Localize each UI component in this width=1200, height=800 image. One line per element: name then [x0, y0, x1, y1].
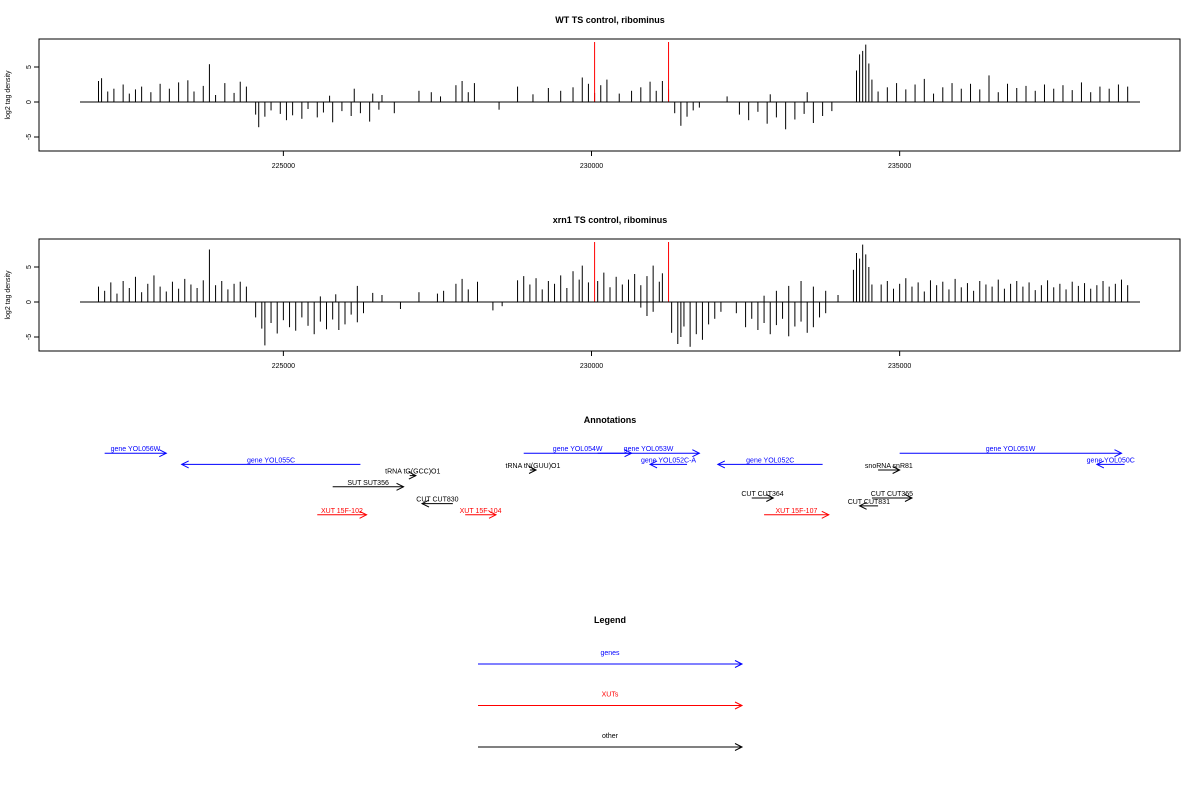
- xrn1-density-panel: xrn1 TS control, ribominus -5 0 5 225000 23…: [5, 215, 1181, 370]
- annotation-arrowhead: [904, 494, 914, 502]
- annotation-arrowhead: [692, 449, 701, 458]
- annotation-label: gene YOL053W: [624, 446, 674, 453]
- annotation-arrowhead: [648, 460, 658, 469]
- annotation-label: CUT CUT830: [416, 497, 458, 504]
- legend-entry-arrowhead: [734, 701, 744, 710]
- annotation-label: SUT SUT356: [347, 480, 389, 487]
- annotation-label: gene YOL054W: [553, 446, 603, 453]
- annotation-arrowhead: [892, 466, 901, 474]
- annotation-label: gene YOL051W: [986, 446, 1036, 453]
- annotation-arrowhead: [858, 501, 867, 510]
- x-tick-label: 225000: [272, 363, 295, 370]
- wt-position-markers: [594, 42, 670, 102]
- annotation-label: CUT CUT831: [848, 499, 890, 506]
- x-tick-label: 235000: [888, 163, 911, 170]
- wt-panel-title: WT TS control, ribominus: [555, 15, 665, 25]
- legend-entry-label: genes: [600, 650, 620, 657]
- wt-y-axis: -5 0 5: [26, 65, 40, 140]
- annotation-arrowhead: [1095, 460, 1105, 469]
- annotation-arrowhead: [716, 460, 726, 469]
- annotations-track: Annotations gene YOL056W gene YOL055C tRNA…: [104, 415, 1135, 519]
- annotation-arrowhead: [766, 494, 775, 502]
- wt-x-axis: 225000 230000 235000: [272, 150, 911, 170]
- xrn1-x-axis: 225000 230000 235000: [272, 350, 911, 370]
- annotation-label: CUT CUT364: [741, 491, 783, 498]
- x-tick-label: 230000: [580, 163, 603, 170]
- xrn1-bars: [97, 244, 1129, 347]
- legend-entry-label: other: [602, 733, 619, 740]
- annotation-label: tRNA tG(GCC)O1: [385, 469, 440, 476]
- wt-y-axis-label: log2 tag density: [5, 70, 12, 120]
- y-tick-label: -5: [26, 334, 33, 340]
- annotation-arrowhead: [821, 510, 830, 519]
- x-tick-label: 235000: [888, 363, 911, 370]
- annotation-label: gene YOL052C: [746, 457, 794, 464]
- x-tick-label: 225000: [272, 163, 295, 170]
- annotation-label: tRNA tN(GUU)O1: [506, 463, 561, 470]
- legend-entry-arrowhead: [734, 660, 744, 668]
- xrn1-position-markers: [594, 242, 670, 302]
- legend-entry-label: XUTs: [602, 692, 619, 699]
- annotation-label: XUT 15F-104: [460, 508, 502, 515]
- legend: Legend genes XUTs other: [478, 615, 744, 751]
- annotation-label: CUT CUT365: [871, 491, 913, 498]
- annotation-features: gene YOL056W gene YOL055C tRNA tG(GCC)O1 tR…: [104, 446, 1135, 519]
- legend-entries: genes XUTs other: [478, 650, 744, 751]
- annotation-arrowhead: [1114, 449, 1123, 458]
- annotation-arrowhead: [396, 482, 405, 491]
- y-tick-label: 0: [26, 300, 33, 304]
- y-tick-label: 0: [26, 100, 33, 104]
- annotation-label: gene YOL055C: [247, 457, 295, 464]
- legend-entry-arrowhead: [734, 743, 744, 751]
- annotation-label: gene YOL052C-A: [641, 457, 696, 464]
- y-tick-label: 5: [26, 265, 33, 269]
- annotation-arrowhead: [159, 449, 168, 458]
- legend-title: Legend: [594, 615, 626, 625]
- annotation-label: XUT 15F-102: [321, 508, 363, 515]
- wt-bars: [97, 44, 1129, 130]
- wt-density-panel: WT TS control, ribominus -5 0 5 225000 2300…: [5, 15, 1181, 170]
- annotation-arrowhead: [528, 466, 538, 474]
- annotation-arrowhead: [420, 499, 430, 508]
- annotation-label: gene YOL056W: [111, 446, 161, 453]
- annotation-arrowhead: [488, 510, 498, 519]
- x-tick-label: 230000: [580, 363, 603, 370]
- y-tick-label: -5: [26, 134, 33, 140]
- xrn1-y-axis: -5 0 5: [26, 265, 40, 340]
- annotation-label: snoRNA snR81: [865, 463, 913, 470]
- annotation-arrowhead: [359, 510, 368, 519]
- annotation-label: XUT 15F-107: [775, 508, 817, 515]
- annotation-arrowhead: [180, 460, 189, 469]
- xrn1-y-axis-label: log2 tag density: [5, 270, 12, 320]
- y-tick-label: 5: [26, 65, 33, 69]
- xrn1-panel-title: xrn1 TS control, ribominus: [553, 215, 668, 225]
- annotation-arrowhead: [408, 471, 417, 480]
- annotation-label: gene YOL050C: [1087, 457, 1135, 464]
- annotations-title: Annotations: [584, 415, 637, 425]
